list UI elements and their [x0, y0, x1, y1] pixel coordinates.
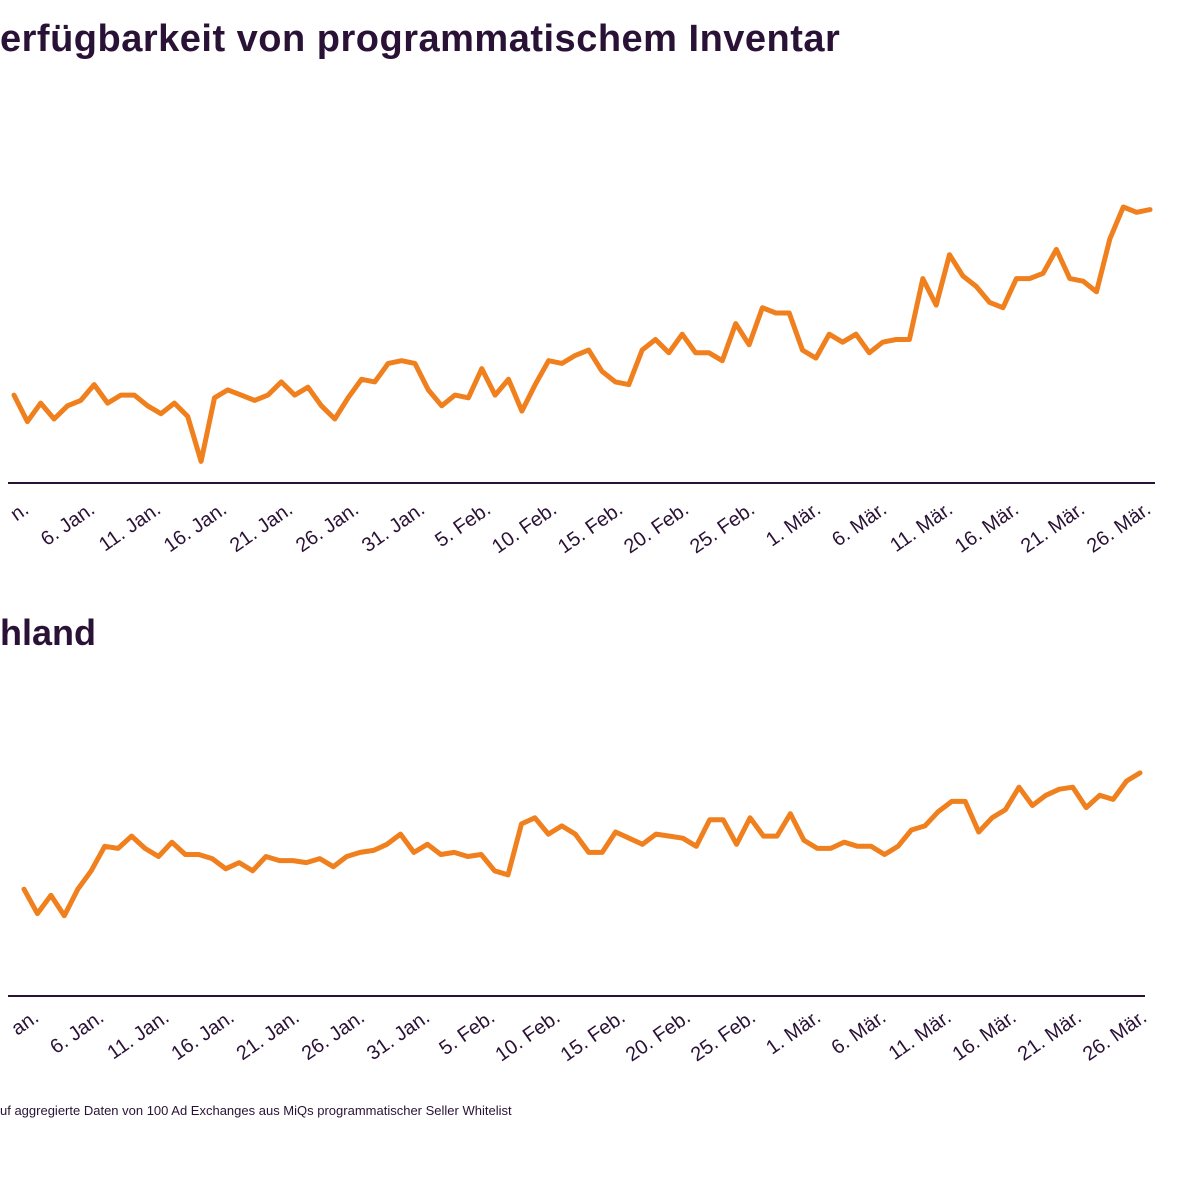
- x-tick-label: 16. Mär.: [951, 498, 1023, 557]
- x-tick-label: 16. Mär.: [949, 1006, 1021, 1065]
- chart-2-tick-labels: an. 6. Jan.11. Jan.16. Jan.21. Jan.26. Ja…: [7, 1006, 1150, 1066]
- chart-2-series-line: [21, 770, 1143, 919]
- x-tick-label: 31. Jan.: [363, 1006, 434, 1065]
- x-tick-label: 21. Jan.: [226, 498, 297, 557]
- x-tick-label: 26. Jan.: [298, 1006, 369, 1065]
- x-tick-label: 21. Mär.: [1014, 1006, 1086, 1065]
- x-tick-label: 1. Mär.: [762, 498, 825, 551]
- x-tick-label: 20. Feb.: [622, 1006, 695, 1066]
- chart-2: an. 6. Jan.11. Jan.16. Jan.21. Jan.26. Ja…: [7, 770, 1151, 1066]
- x-tick-label: 25. Feb.: [687, 1006, 760, 1066]
- x-tick-label: 5. Feb.: [431, 498, 495, 552]
- x-tick-label: 15. Feb.: [557, 1006, 630, 1066]
- x-tick-label: 26. Jan.: [292, 498, 363, 557]
- x-tick-label: 16. Jan.: [167, 1006, 238, 1065]
- x-tick-label: 11. Mär.: [885, 1006, 956, 1065]
- x-tick-label: 26. Mär.: [1083, 498, 1155, 557]
- x-tick-label: 6. Mär.: [827, 1006, 890, 1059]
- chart-1-series-line: [11, 204, 1153, 464]
- x-tick-label: 6. Jan.: [37, 498, 99, 550]
- x-tick-label: 6. Jan.: [46, 1006, 108, 1058]
- x-tick-label: 31. Jan.: [358, 498, 429, 557]
- x-tick-label: 10. Feb.: [492, 1006, 565, 1066]
- chart-title: erfügbarkeit von programmatischem Invent…: [0, 18, 841, 60]
- x-tick-label: an.: [7, 1006, 42, 1040]
- x-tick-label: 26. Mär.: [1079, 1006, 1151, 1065]
- x-tick-label: 21. Jan.: [233, 1006, 304, 1065]
- x-tick-label: 16. Jan.: [160, 498, 231, 557]
- x-tick-label: 6. Mär.: [828, 498, 891, 551]
- x-tick-label: 20. Feb.: [620, 498, 693, 558]
- x-tick-label: 15. Feb.: [554, 498, 627, 558]
- x-tick-label: 11. Jan.: [95, 498, 165, 556]
- x-tick-label: 5. Feb.: [435, 1006, 499, 1060]
- chart-2-title: hland: [0, 612, 96, 653]
- x-tick-label: 11. Mär.: [886, 498, 957, 557]
- x-tick-label: 1. Mär.: [762, 1006, 825, 1059]
- x-tick-label: 21. Mär.: [1017, 498, 1089, 557]
- x-tick-label: 11. Jan.: [104, 1006, 174, 1064]
- footnote: uf aggregierte Daten von 100 Ad Exchange…: [0, 1103, 512, 1118]
- x-tick-label: n.: [7, 498, 33, 526]
- x-tick-label: 25. Feb.: [686, 498, 759, 558]
- x-tick-label: 10. Feb.: [488, 498, 561, 558]
- chart-1-tick-labels: n. 6. Jan.11. Jan.16. Jan.21. Jan.26. Jan…: [7, 498, 1155, 558]
- chart-1: n. 6. Jan.11. Jan.16. Jan.21. Jan.26. Jan…: [7, 204, 1155, 558]
